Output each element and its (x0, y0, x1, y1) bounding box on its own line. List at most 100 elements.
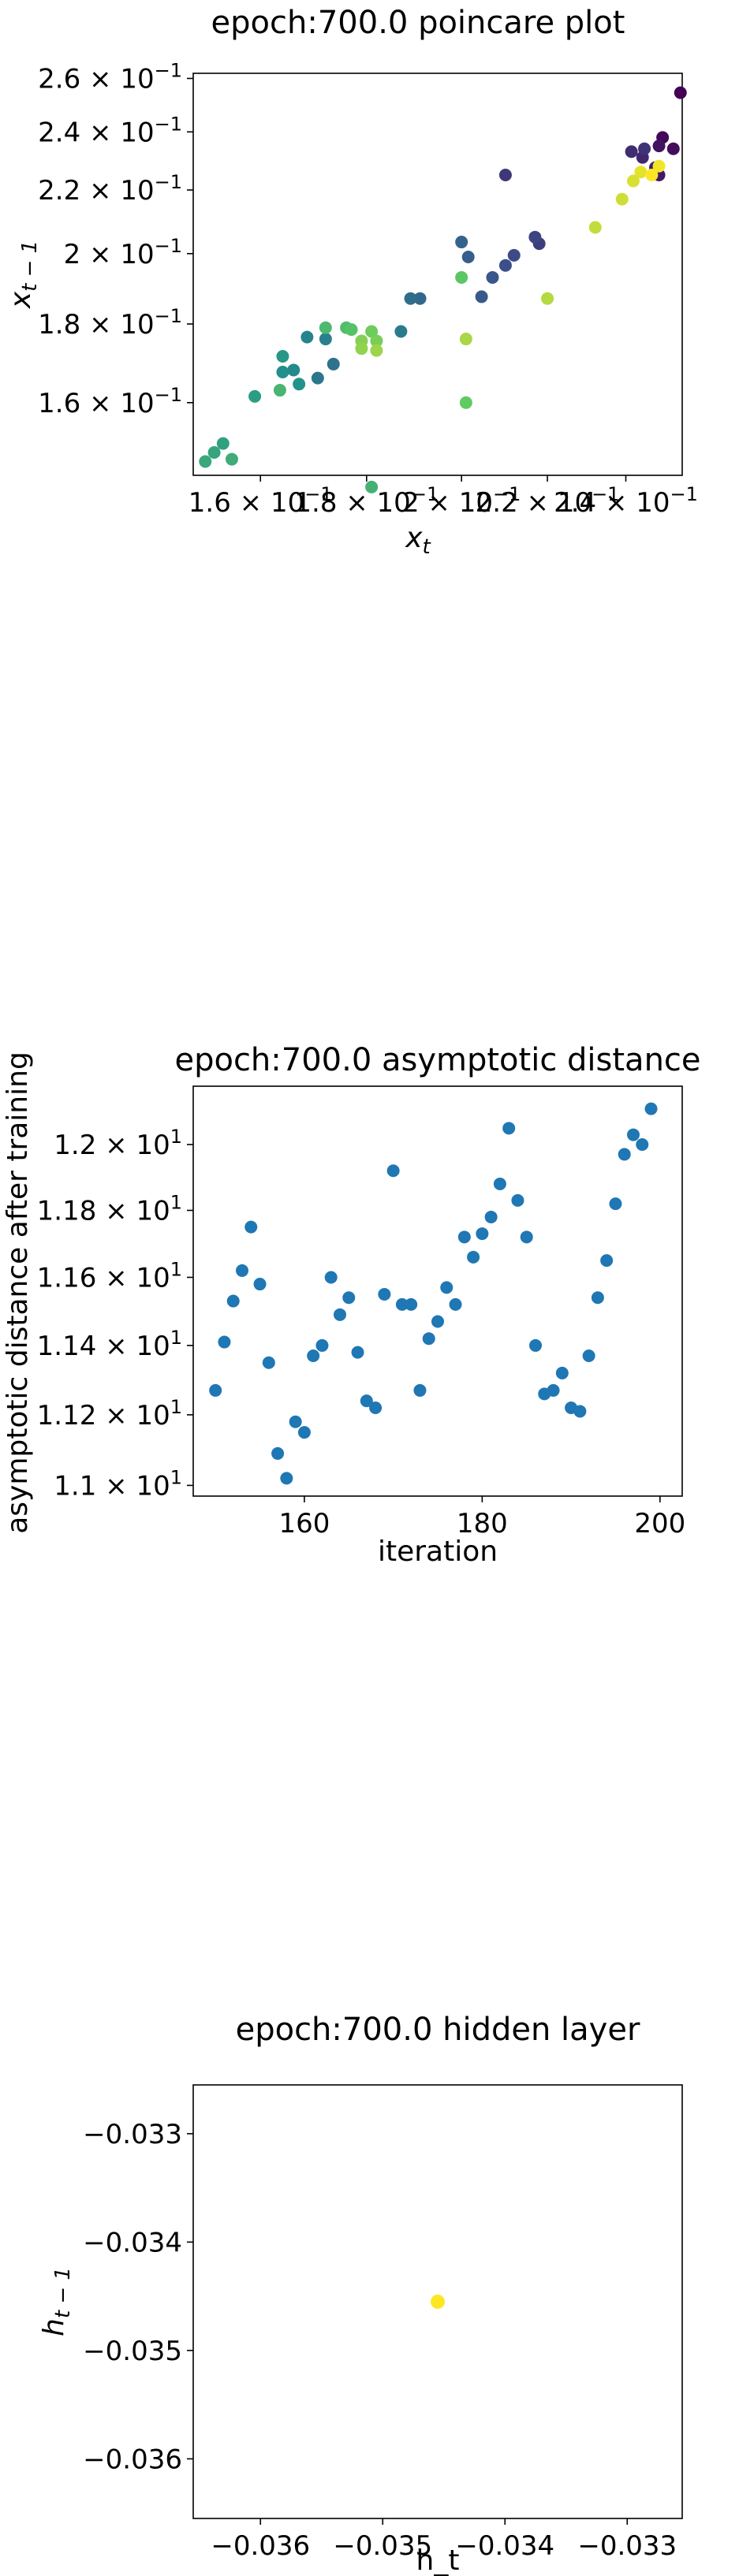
scatter-point (459, 396, 472, 409)
x-axis-label: h_t (416, 2544, 460, 2576)
chart-title: epoch:700.0 hidden layer (236, 2012, 640, 2048)
data-points (199, 86, 687, 493)
y-ticks: 1.6 × 10−1 1.8 × 10−1 2 × 10−1 2.2 × 10−1 2.… (38, 59, 193, 419)
scatter-point (351, 1346, 364, 1359)
scatter-point (449, 1297, 462, 1311)
scatter-point (634, 166, 648, 179)
scatter-point (319, 333, 332, 346)
scatter-point (216, 437, 230, 450)
scatter-point (511, 1193, 524, 1207)
scatter-point (645, 168, 659, 181)
hidden-layer-chart: epoch:700.0 hidden layer −0.033−0.034−0.… (38, 2012, 683, 2576)
y-tick-label: 2.2 × 10−1 (38, 171, 182, 207)
scatter-point (386, 1164, 400, 1178)
scatter-point (365, 325, 379, 338)
scatter-point (493, 1177, 506, 1190)
scatter-point (484, 1210, 498, 1223)
scatter-point (644, 1102, 658, 1115)
scatter-point (199, 455, 212, 468)
scatter-point (248, 389, 262, 403)
scatter-point (244, 1220, 258, 1234)
scatter-point (541, 292, 554, 305)
scatter-point (467, 1250, 480, 1264)
scatter-point (378, 1287, 391, 1301)
scatter-point (674, 86, 687, 99)
y-tick-label: 1.14 × 101 (37, 1327, 182, 1362)
chart-title: epoch:700.0 poincare plot (211, 5, 625, 41)
scatter-point (413, 292, 427, 305)
poincare-plot-chart: epoch:700.0 poincare plot 1.6 × 10−11.8 … (5, 5, 698, 559)
plot-area (192, 2084, 683, 2519)
y-tick-label: 1.6 × 10−1 (38, 384, 182, 419)
y-tick-label: −0.034 (83, 2227, 182, 2258)
x-tick-label: 1.8 × 10−1 (294, 483, 439, 519)
scatter-point (276, 365, 289, 378)
x-ticks: 160 180 200 (278, 1496, 685, 1539)
scatter-point (618, 1148, 631, 1161)
scatter-point (300, 330, 314, 344)
y-tick-label: −0.036 (83, 2444, 182, 2475)
scatter-point (555, 1366, 569, 1379)
y-tick-label: 1.8 × 10−1 (38, 305, 182, 341)
y-tick-label: −0.035 (83, 2336, 182, 2367)
scatter-point (405, 1297, 418, 1311)
scatter-point (520, 1230, 533, 1244)
scatter-point (319, 321, 332, 334)
x-ticks: −0.036 −0.035 −0.034 −0.033 (211, 2518, 677, 2562)
y-tick-label: −0.033 (83, 2119, 182, 2150)
scatter-point (370, 344, 383, 357)
scatter-point (355, 342, 368, 356)
scatter-point (345, 323, 358, 337)
scatter-point (440, 1281, 453, 1294)
scatter-point (459, 333, 472, 346)
y-tick-label: 1.2 × 101 (54, 1126, 182, 1161)
y-ticks: −0.033 −0.034 −0.035 −0.036 (83, 2119, 193, 2475)
x-ticks: 1.6 × 10−11.8 × 10−12 × 10−12.2 × 10−12.… (188, 475, 698, 519)
scatter-point (293, 378, 306, 391)
scatter-point (365, 480, 379, 493)
scatter-point (334, 1308, 346, 1321)
scatter-point (369, 1402, 383, 1415)
x-tick-label: −0.033 (577, 2530, 677, 2562)
y-tick-label: 1.18 × 101 (37, 1192, 182, 1227)
scatter-point (276, 349, 289, 363)
x-tick-label: 1.6 × 10−1 (188, 483, 333, 519)
y-ticks: 1.1 × 101 1.12 × 101 1.14 × 101 1.16 × 101 1… (37, 1126, 193, 1502)
scatter-point (262, 1356, 275, 1369)
scatter-point (498, 259, 512, 272)
plot-area (192, 73, 683, 476)
scatter-point (218, 1335, 231, 1349)
x-tick-label: 2 × 10−1 (402, 483, 521, 519)
scatter-point (476, 1227, 489, 1241)
scatter-point (498, 168, 512, 181)
scatter-point (461, 251, 475, 264)
y-tick-label: 2 × 10−1 (64, 235, 182, 270)
asymptotic-distance-chart: epoch:700.0 asymptotic distance 1.1 × 10… (2, 1042, 701, 1568)
scatter-point (422, 1332, 435, 1346)
x-tick-label: 2.4 × 10−1 (554, 483, 698, 519)
scatter-point (324, 1271, 338, 1284)
x-tick-label: −0.036 (211, 2530, 310, 2562)
scatter-point (615, 192, 629, 206)
scatter-point (297, 1426, 311, 1439)
data-points (209, 1102, 658, 1485)
x-tick-label: 160 (278, 1508, 330, 1539)
scatter-point (457, 1230, 471, 1244)
scatter-point (404, 292, 417, 305)
scatter-point (431, 1315, 444, 1328)
scatter-point (360, 1394, 373, 1408)
scatter-point (625, 145, 638, 158)
scatter-point (600, 1254, 614, 1268)
scatter-point (271, 1446, 285, 1460)
scatter-point (529, 1338, 542, 1352)
x-tick-label: 200 (634, 1508, 685, 1539)
scatter-point (307, 1349, 320, 1363)
scatter-point (666, 142, 680, 155)
scatter-point (475, 290, 488, 303)
scatter-point (547, 1383, 560, 1397)
x-axis-label: xt (405, 522, 431, 559)
scatter-point (591, 1291, 604, 1305)
y-axis-label: asymptotic distance after training (2, 1052, 34, 1534)
x-axis-label: iteration (378, 1536, 498, 1568)
scatter-point (287, 363, 300, 377)
